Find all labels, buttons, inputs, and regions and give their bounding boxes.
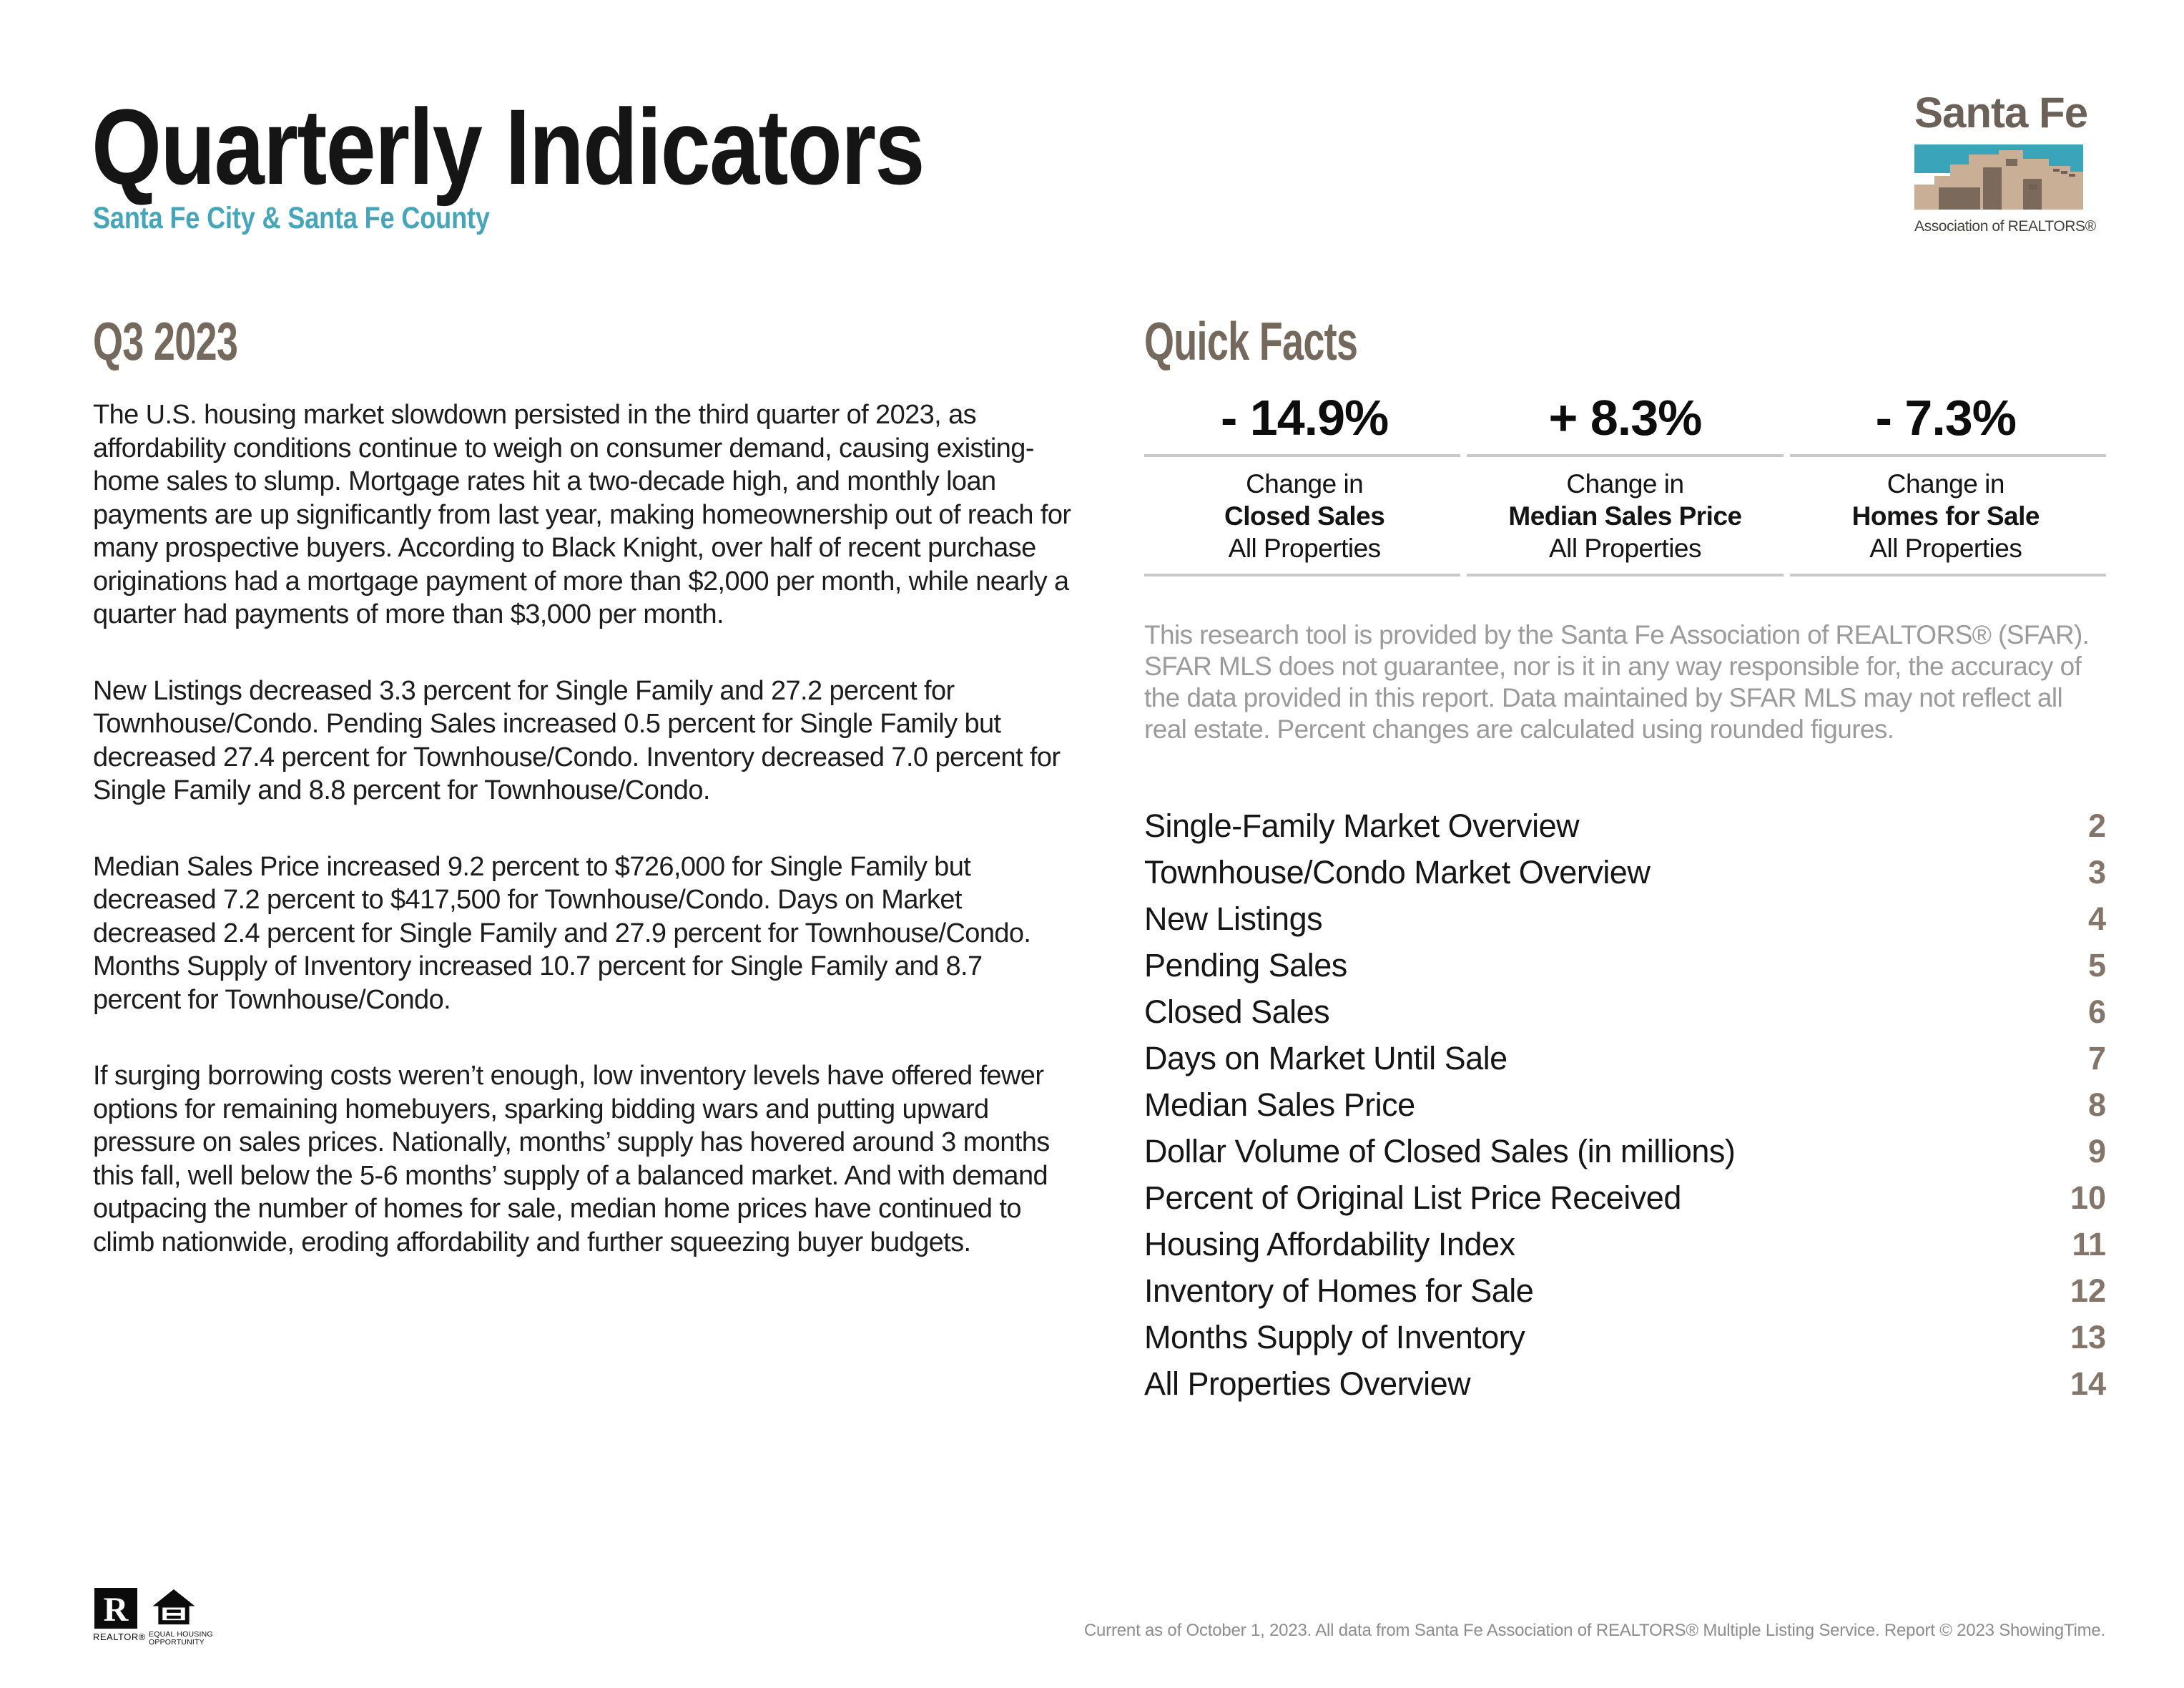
commentary-section: Q3 2023 The U.S. housing market slowdown… — [93, 315, 1073, 1259]
santa-fe-logo-wordmark: Santa Fe — [1914, 89, 2088, 137]
disclaimer-text: This research tool is provided by the Sa… — [1144, 620, 2090, 744]
stat-median-sales-price: + 8.3% — [1465, 393, 1785, 443]
toc-item-page: 9 — [2087, 1132, 2106, 1169]
toc-item-page: 11 — [2072, 1225, 2106, 1262]
stat-homes-for-sale-value: - 7.3% — [1875, 390, 2017, 446]
svg-text:R: R — [104, 1591, 129, 1629]
santa-fe-logo-tagline: Association of REALTORS® — [1914, 218, 2096, 235]
quick-facts-labels: Change in Closed Sales All Properties Ch… — [1144, 468, 2106, 564]
divider-top — [1144, 454, 2106, 457]
toc-item[interactable]: Pending Sales 5 — [1144, 942, 2106, 988]
stat-label-category: Median Sales Price — [1508, 501, 1742, 531]
divider-bottom — [1144, 574, 2106, 576]
divider-segment — [1467, 454, 1784, 457]
table-of-contents: Single-Family Market Overview 2 Townhous… — [1144, 803, 2106, 1407]
equal-housing-label-line: EQUAL HOUSING — [149, 1630, 213, 1639]
toc-item-page: 5 — [2087, 946, 2106, 983]
toc-item-page: 13 — [2070, 1318, 2106, 1355]
quick-facts-section: Quick Facts - 14.9% + 8.3% - 7.3% Change… — [1144, 315, 2106, 1407]
page-subtitle: Santa Fe City & Santa Fe County — [93, 201, 490, 235]
page-title: Quarterly Indicators — [92, 87, 925, 207]
toc-item-label: Single-Family Market Overview — [1144, 807, 1580, 844]
equal-housing-house-icon — [152, 1589, 195, 1625]
quarter-heading: Q3 2023 — [93, 311, 238, 371]
stat-label-category: Homes for Sale — [1851, 501, 2040, 531]
toc-item-label: Closed Sales — [1144, 993, 1330, 1030]
toc-item-page: 10 — [2070, 1179, 2106, 1216]
realtor-r-icon: R — [94, 1588, 137, 1629]
toc-item-page: 4 — [2087, 900, 2106, 937]
toc-item[interactable]: New Listings 4 — [1144, 895, 2106, 942]
toc-item[interactable]: Single-Family Market Overview 2 — [1144, 803, 2106, 849]
toc-item-label: Townhouse/Condo Market Overview — [1144, 853, 1651, 890]
realtor-logo-label: REALTOR® — [93, 1631, 146, 1642]
toc-item-page: 8 — [2087, 1086, 2106, 1123]
santa-fe-logo: Santa Fe Association of REALTORS® — [1914, 89, 2096, 235]
toc-item-label: Inventory of Homes for Sale — [1144, 1272, 1534, 1309]
stat-median-sales-price-value: + 8.3% — [1548, 390, 1703, 446]
toc-item[interactable]: Months Supply of Inventory 13 — [1144, 1314, 2106, 1360]
toc-item-page: 6 — [2087, 993, 2106, 1030]
divider-segment — [1144, 574, 1461, 576]
toc-item-label: Pending Sales — [1144, 946, 1347, 983]
equal-housing-label-line: OPPORTUNITY — [149, 1638, 205, 1647]
toc-item-label: Housing Affordability Index — [1144, 1225, 1515, 1262]
stat-label-scope: All Properties — [1548, 534, 1702, 563]
toc-item[interactable]: Median Sales Price 8 — [1144, 1081, 2106, 1128]
footer-note: Current as of October 1, 2023. All data … — [1083, 1621, 2105, 1640]
report-paragraph: If surging borrowing costs weren’t enoug… — [93, 1061, 1050, 1257]
report-paragraph: Median Sales Price increased 9.2 percent… — [93, 851, 1031, 1015]
toc-item[interactable]: Dollar Volume of Closed Sales (in millio… — [1144, 1128, 2106, 1174]
toc-item[interactable]: Inventory of Homes for Sale 12 — [1144, 1267, 2106, 1314]
stat-homes-for-sale: - 7.3% — [1786, 393, 2106, 443]
stat-closed-sales-label: Change in Closed Sales All Properties — [1144, 468, 1465, 564]
divider-segment — [1789, 574, 2106, 576]
divider-segment — [1467, 574, 1784, 576]
report-paragraph: New Listings decreased 3.3 percent for S… — [93, 675, 1061, 806]
equal-housing-logo: EQUAL HOUSING OPPORTUNITY — [149, 1588, 213, 1647]
toc-item-label: Percent of Original List Price Received — [1144, 1179, 1681, 1216]
toc-item-label: All Properties Overview — [1144, 1365, 1471, 1402]
commentary-text: The U.S. housing market slowdown persist… — [93, 398, 1073, 1259]
toc-item-label: Dollar Volume of Closed Sales (in millio… — [1144, 1132, 1736, 1169]
toc-item-page: 7 — [2087, 1039, 2106, 1076]
stat-label-line: Change in — [1246, 469, 1364, 499]
santa-fe-adobe-skyline-icon — [1914, 144, 2083, 210]
stat-closed-sales-value: - 14.9% — [1221, 390, 1389, 446]
report-paragraph: The U.S. housing market slowdown persist… — [93, 400, 1071, 629]
toc-item[interactable]: Days on Market Until Sale 7 — [1144, 1035, 2106, 1081]
stat-label-scope: All Properties — [1228, 534, 1382, 563]
toc-item-label: Months Supply of Inventory — [1144, 1318, 1525, 1355]
toc-item-page: 3 — [2087, 853, 2106, 890]
stat-label-line: Change in — [1566, 469, 1684, 499]
stat-label-scope: All Properties — [1869, 534, 2022, 563]
equal-housing-label: EQUAL HOUSING OPPORTUNITY — [149, 1630, 213, 1647]
toc-item[interactable]: Housing Affordability Index 11 — [1144, 1221, 2106, 1267]
divider-segment — [1144, 454, 1461, 457]
toc-item-label: New Listings — [1144, 900, 1323, 937]
stat-label-line: Change in — [1887, 469, 2005, 499]
toc-item[interactable]: Townhouse/Condo Market Overview 3 — [1144, 849, 2106, 895]
toc-item[interactable]: All Properties Overview 14 — [1144, 1360, 2106, 1407]
toc-item-page: 12 — [2070, 1272, 2106, 1309]
stat-homes-for-sale-label: Change in Homes for Sale All Properties — [1786, 468, 2106, 564]
toc-item-label: Days on Market Until Sale — [1144, 1039, 1507, 1076]
stat-closed-sales: - 14.9% — [1144, 393, 1465, 443]
toc-item[interactable]: Closed Sales 6 — [1144, 988, 2106, 1035]
divider-segment — [1789, 454, 2106, 457]
toc-item-label: Median Sales Price — [1144, 1086, 1415, 1123]
realtor-logo: R REALTOR® — [93, 1588, 146, 1642]
stat-median-sales-price-label: Change in Median Sales Price All Propert… — [1465, 468, 1785, 564]
toc-item-page: 2 — [2087, 807, 2106, 844]
toc-item[interactable]: Percent of Original List Price Received … — [1144, 1174, 2106, 1221]
toc-item-page: 14 — [2070, 1365, 2106, 1402]
quick-facts-heading: Quick Facts — [1144, 311, 1358, 371]
stat-label-category: Closed Sales — [1224, 501, 1385, 531]
quick-facts-values: - 14.9% + 8.3% - 7.3% — [1144, 393, 2106, 443]
